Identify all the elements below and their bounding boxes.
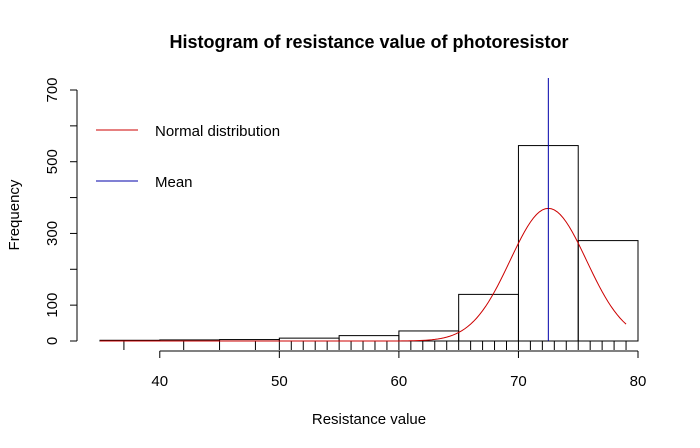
y-tick-label-1: 100: [44, 293, 61, 318]
histogram-bar-4: [338, 335, 400, 342]
histogram-bar-8: [577, 240, 639, 342]
x-tick-label-0: 40: [151, 373, 168, 390]
chart-title: Histogram of resistance value of photore…: [169, 32, 568, 52]
y-tick-label-4: 700: [44, 77, 61, 102]
rug-marks: [123, 341, 627, 350]
normal-distribution-curve: [100, 207, 627, 342]
x-axis-label: Resistance value: [312, 411, 426, 428]
legend: Normal distribution Mean: [96, 123, 280, 191]
legend-mean-label: Mean: [155, 174, 193, 191]
x-tick-label-2: 60: [391, 373, 408, 390]
x-tick-label-4: 80: [630, 373, 647, 390]
legend-normal-label: Normal distribution: [155, 123, 280, 140]
y-axis-label: Frequency: [6, 179, 23, 250]
x-tick-label-3: 70: [510, 373, 527, 390]
y-tick-label-2: 300: [44, 221, 61, 246]
y-axis: 0 100 300 500 700: [44, 77, 78, 345]
y-tick-label-3: 500: [44, 149, 61, 174]
x-tick-label-1: 50: [271, 373, 288, 390]
x-axis: 40 50 60 70 80: [151, 350, 647, 390]
y-tick-label-0: 0: [44, 337, 61, 345]
